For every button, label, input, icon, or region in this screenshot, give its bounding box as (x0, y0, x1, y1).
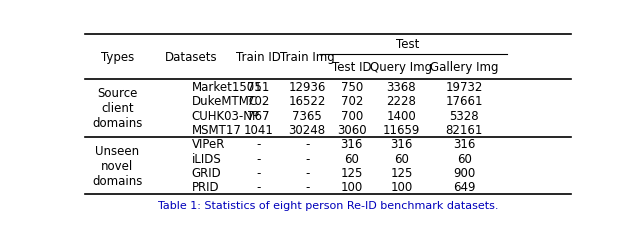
Text: -: - (257, 166, 260, 179)
Text: Unseen
novel
domains: Unseen novel domains (92, 144, 142, 187)
Text: 17661: 17661 (445, 95, 483, 108)
Text: Types: Types (100, 51, 134, 64)
Text: Datasets: Datasets (165, 51, 218, 64)
Text: 702: 702 (340, 95, 363, 108)
Text: 19732: 19732 (445, 80, 483, 93)
Text: 100: 100 (340, 181, 363, 194)
Text: 900: 900 (453, 166, 476, 179)
Text: iLIDS: iLIDS (191, 152, 221, 165)
Text: 60: 60 (344, 152, 359, 165)
Text: 16522: 16522 (289, 95, 326, 108)
Text: DukeMTMC: DukeMTMC (191, 95, 258, 108)
Text: 3060: 3060 (337, 123, 367, 136)
Text: 125: 125 (390, 166, 413, 179)
Text: 100: 100 (390, 181, 413, 194)
Text: MSMT17: MSMT17 (191, 123, 241, 136)
Text: -: - (257, 152, 260, 165)
Text: 316: 316 (340, 138, 363, 151)
Text: Source
client
domains: Source client domains (92, 87, 142, 130)
Text: -: - (305, 181, 309, 194)
Text: -: - (257, 181, 260, 194)
Text: GRID: GRID (191, 166, 221, 179)
Text: 12936: 12936 (289, 80, 326, 93)
Text: 767: 767 (247, 109, 270, 122)
Text: 649: 649 (453, 181, 476, 194)
Text: CUHK03-NP: CUHK03-NP (191, 109, 260, 122)
Text: 7365: 7365 (292, 109, 322, 122)
Text: 316: 316 (390, 138, 413, 151)
Text: 60: 60 (457, 152, 472, 165)
Text: -: - (305, 152, 309, 165)
Text: 5328: 5328 (449, 109, 479, 122)
Text: Table 1: Statistics of eight person Re-ID benchmark datasets.: Table 1: Statistics of eight person Re-I… (157, 200, 499, 210)
Text: Query Img: Query Img (371, 61, 433, 74)
Text: 751: 751 (248, 80, 269, 93)
Text: 1400: 1400 (387, 109, 416, 122)
Text: -: - (305, 138, 309, 151)
Text: 750: 750 (340, 80, 363, 93)
Text: Gallery Img: Gallery Img (430, 61, 499, 74)
Text: 125: 125 (340, 166, 363, 179)
Text: 3368: 3368 (387, 80, 416, 93)
Text: 316: 316 (453, 138, 476, 151)
Text: Test ID: Test ID (332, 61, 372, 74)
Text: 30248: 30248 (289, 123, 326, 136)
Text: -: - (257, 138, 260, 151)
Text: 1041: 1041 (244, 123, 273, 136)
Text: Test: Test (396, 38, 420, 51)
Text: 702: 702 (248, 95, 269, 108)
Text: 2228: 2228 (387, 95, 417, 108)
Text: -: - (305, 166, 309, 179)
Text: 60: 60 (394, 152, 409, 165)
Text: 700: 700 (340, 109, 363, 122)
Text: VIPeR: VIPeR (191, 138, 225, 151)
Text: Market1501: Market1501 (191, 80, 262, 93)
Text: Train Img: Train Img (280, 51, 335, 64)
Text: 82161: 82161 (445, 123, 483, 136)
Text: PRID: PRID (191, 181, 220, 194)
Text: Train ID: Train ID (236, 51, 281, 64)
Text: 11659: 11659 (383, 123, 420, 136)
